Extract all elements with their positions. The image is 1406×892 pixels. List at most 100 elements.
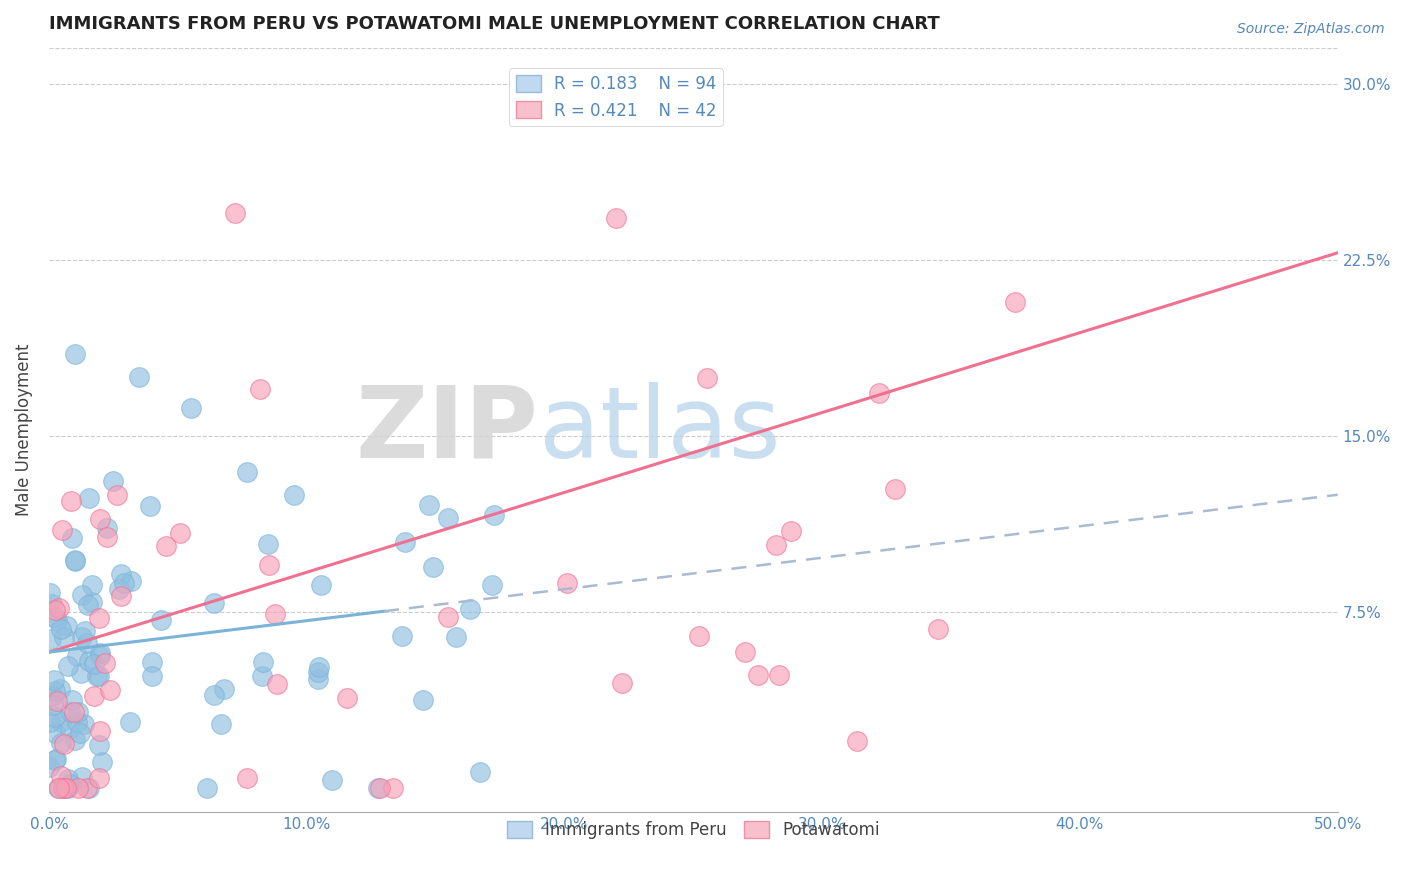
- Point: [52, 737, 75, 751]
- Point: [44, 683, 66, 698]
- Point: [89, 512, 111, 526]
- Point: [45, 613, 67, 627]
- Point: [52, 781, 75, 796]
- Point: [49, 622, 72, 636]
- Point: [765, 539, 787, 553]
- Point: [49, 682, 72, 697]
- Point: [66, 781, 89, 796]
- Point: [394, 535, 416, 549]
- Point: [62, 693, 84, 707]
- Point: [169, 526, 191, 541]
- Point: [80, 578, 103, 592]
- Point: [77, 598, 100, 612]
- Point: [468, 764, 491, 779]
- Point: [49, 714, 72, 729]
- Point: [235, 771, 257, 785]
- Point: [309, 578, 332, 592]
- Point: [66, 715, 89, 730]
- Point: [89, 647, 111, 661]
- Point: [128, 370, 150, 384]
- Point: [412, 692, 434, 706]
- Point: [180, 401, 202, 415]
- Point: [41, 597, 63, 611]
- Point: [63, 732, 86, 747]
- Point: [39, 632, 62, 646]
- Point: [605, 211, 627, 225]
- Point: [70, 770, 93, 784]
- Text: Source: ZipAtlas.com: Source: ZipAtlas.com: [1237, 22, 1385, 37]
- Point: [283, 488, 305, 502]
- Point: [141, 655, 163, 669]
- Point: [44, 603, 66, 617]
- Point: [437, 511, 460, 525]
- Point: [44, 726, 66, 740]
- Point: [612, 675, 634, 690]
- Y-axis label: Male Unemployment: Male Unemployment: [15, 344, 32, 516]
- Point: [63, 554, 86, 568]
- Point: [89, 649, 111, 664]
- Point: [141, 669, 163, 683]
- Point: [83, 689, 105, 703]
- Point: [1004, 295, 1026, 310]
- Point: [79, 654, 101, 668]
- Point: [96, 530, 118, 544]
- Point: [80, 595, 103, 609]
- Point: [101, 474, 124, 488]
- Point: [38, 586, 60, 600]
- Point: [696, 371, 718, 385]
- Point: [87, 611, 110, 625]
- Point: [883, 482, 905, 496]
- Point: [62, 706, 84, 720]
- Point: [202, 688, 225, 702]
- Point: [370, 781, 392, 796]
- Point: [49, 769, 72, 783]
- Point: [555, 576, 578, 591]
- Point: [110, 566, 132, 581]
- Point: [55, 781, 77, 796]
- Point: [93, 657, 115, 671]
- Point: [49, 736, 72, 750]
- Point: [59, 705, 82, 719]
- Point: [48, 781, 70, 796]
- Point: [107, 582, 129, 596]
- Point: [257, 537, 280, 551]
- Point: [59, 722, 82, 736]
- Point: [70, 630, 93, 644]
- Point: [138, 500, 160, 514]
- Point: [44, 610, 66, 624]
- Point: [60, 531, 83, 545]
- Legend: Immigrants from Peru, Potawatomi: Immigrants from Peru, Potawatomi: [501, 814, 886, 846]
- Point: [52, 780, 75, 795]
- Point: [51, 523, 73, 537]
- Point: [212, 682, 235, 697]
- Point: [381, 781, 404, 796]
- Point: [56, 618, 79, 632]
- Point: [73, 624, 96, 638]
- Point: [734, 645, 756, 659]
- Point: [45, 752, 67, 766]
- Point: [38, 714, 60, 729]
- Point: [367, 781, 389, 796]
- Text: ZIP: ZIP: [356, 382, 538, 479]
- Point: [482, 508, 505, 522]
- Point: [41, 689, 63, 703]
- Point: [307, 673, 329, 687]
- Point: [56, 772, 79, 787]
- Point: [63, 347, 86, 361]
- Point: [59, 777, 82, 791]
- Point: [89, 723, 111, 738]
- Point: [70, 588, 93, 602]
- Point: [418, 498, 440, 512]
- Point: [252, 655, 274, 669]
- Point: [69, 665, 91, 680]
- Point: [42, 698, 65, 713]
- Point: [747, 668, 769, 682]
- Point: [437, 610, 460, 624]
- Point: [86, 669, 108, 683]
- Point: [52, 630, 75, 644]
- Point: [845, 734, 868, 748]
- Point: [66, 649, 89, 664]
- Point: [688, 629, 710, 643]
- Point: [780, 524, 803, 538]
- Point: [98, 682, 121, 697]
